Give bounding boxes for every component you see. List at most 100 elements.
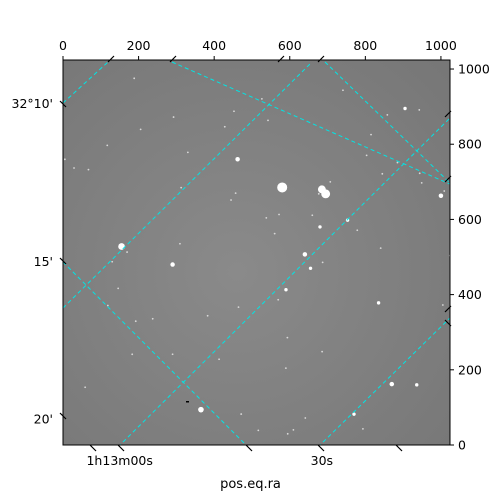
faint-star bbox=[218, 358, 220, 361]
star bbox=[302, 252, 308, 257]
faint-star bbox=[233, 110, 235, 113]
plot-frame bbox=[62, 59, 451, 446]
grid-line bbox=[324, 61, 450, 184]
faint-star bbox=[172, 116, 175, 118]
faint-star bbox=[234, 192, 237, 195]
top-tick-label: 0 bbox=[59, 38, 67, 53]
faint-star bbox=[265, 216, 268, 219]
faint-star bbox=[317, 192, 320, 195]
star bbox=[118, 243, 125, 250]
dec-tick-label: 20' bbox=[34, 412, 53, 427]
faint-star bbox=[441, 304, 444, 306]
faint-star bbox=[151, 317, 154, 320]
star bbox=[403, 106, 407, 111]
faint-star bbox=[133, 77, 136, 80]
faint-star bbox=[321, 261, 324, 264]
star bbox=[170, 262, 175, 267]
faint-star bbox=[237, 306, 240, 309]
top-tick-label: 400 bbox=[202, 38, 226, 53]
grid-line bbox=[63, 61, 109, 104]
faint-star bbox=[342, 89, 344, 92]
faint-star bbox=[106, 144, 109, 147]
world-tick bbox=[395, 444, 403, 452]
image-artifact bbox=[186, 401, 189, 403]
grid-line bbox=[319, 317, 450, 445]
faint-star bbox=[117, 287, 120, 290]
dec-tick-label: 15' bbox=[34, 254, 53, 269]
world-tick bbox=[117, 444, 125, 452]
star bbox=[318, 225, 322, 229]
faint-star bbox=[418, 109, 421, 111]
faint-star bbox=[84, 386, 87, 389]
top-tick-label: 1000 bbox=[425, 38, 457, 53]
world-tick bbox=[444, 319, 452, 327]
faint-star bbox=[257, 429, 260, 432]
grid-line bbox=[63, 261, 247, 445]
star bbox=[277, 182, 288, 193]
coordinate-grid bbox=[63, 61, 450, 445]
world-tick bbox=[59, 100, 67, 108]
faint-star bbox=[230, 199, 232, 201]
right-tick-label: 800 bbox=[458, 137, 482, 152]
star bbox=[308, 266, 313, 270]
faint-star bbox=[106, 304, 109, 307]
top-tick-label: 200 bbox=[127, 38, 151, 53]
faint-star bbox=[260, 98, 263, 100]
world-tick bbox=[107, 55, 115, 63]
faint-star bbox=[381, 172, 384, 175]
faint-star bbox=[206, 314, 209, 317]
right-tick-label: 400 bbox=[458, 287, 482, 302]
star bbox=[352, 412, 356, 416]
world-tick bbox=[169, 55, 177, 63]
faint-star bbox=[292, 428, 295, 431]
faint-star bbox=[131, 353, 134, 356]
faint-star bbox=[278, 213, 280, 216]
world-tick bbox=[444, 175, 452, 183]
faint-star bbox=[304, 417, 307, 419]
faint-star bbox=[111, 260, 114, 263]
ra-tick-label: 30s bbox=[311, 453, 333, 468]
star bbox=[376, 301, 381, 305]
world-tick bbox=[317, 55, 325, 63]
sky-image-background bbox=[63, 60, 450, 445]
faint-star bbox=[386, 114, 389, 116]
faint-star bbox=[286, 432, 289, 435]
faint-star bbox=[420, 181, 423, 184]
faint-star bbox=[329, 180, 332, 183]
faint-star bbox=[87, 168, 90, 171]
faint-star bbox=[379, 247, 382, 250]
world-tick bbox=[317, 444, 325, 452]
faint-star bbox=[311, 214, 314, 217]
star-field bbox=[63, 77, 450, 445]
world-tick bbox=[89, 444, 97, 452]
top-tick-label: 600 bbox=[278, 38, 302, 53]
star bbox=[235, 157, 240, 162]
faint-star bbox=[267, 119, 269, 122]
right-tick-label: 0 bbox=[458, 438, 466, 453]
right-tick-label: 1000 bbox=[458, 62, 490, 77]
faint-star bbox=[63, 158, 66, 161]
star bbox=[317, 185, 326, 194]
top-tick-label: 800 bbox=[353, 38, 377, 53]
faint-star bbox=[396, 161, 399, 164]
star bbox=[198, 406, 204, 413]
star bbox=[415, 383, 419, 387]
dec-tick-label: 32°10' bbox=[12, 96, 54, 111]
faint-star bbox=[180, 186, 183, 189]
faint-star bbox=[126, 251, 128, 253]
ra-tick-label: 1h13m00s bbox=[86, 453, 152, 468]
faint-star bbox=[286, 336, 289, 339]
star bbox=[389, 381, 395, 387]
faint-star bbox=[134, 320, 137, 323]
faint-star bbox=[240, 413, 243, 415]
faint-star bbox=[223, 125, 226, 128]
faint-star bbox=[186, 151, 189, 154]
x-axis-label: pos.eq.ra bbox=[220, 477, 281, 492]
right-tick-label: 600 bbox=[458, 212, 482, 227]
faint-star bbox=[321, 350, 324, 353]
faint-star bbox=[273, 232, 276, 235]
faint-star bbox=[277, 298, 280, 301]
faint-star bbox=[365, 154, 368, 157]
faint-star bbox=[179, 242, 181, 245]
